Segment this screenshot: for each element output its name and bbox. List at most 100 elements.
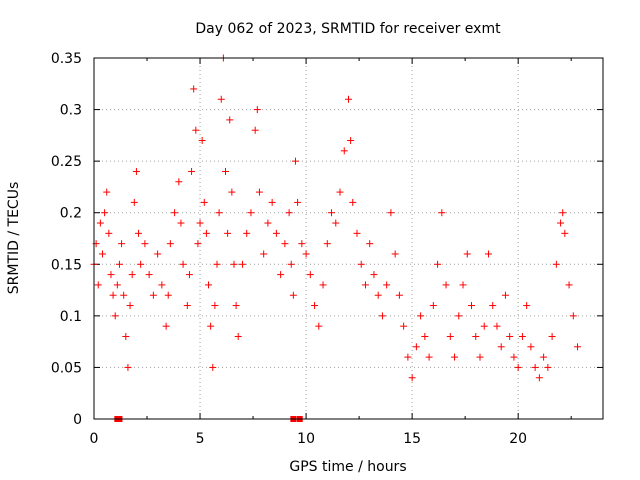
data-point [455, 312, 463, 320]
data-point [128, 271, 136, 279]
data-point [255, 188, 263, 196]
data-point [196, 219, 204, 227]
data-point [340, 147, 348, 155]
data-point [429, 302, 437, 310]
data-point [200, 198, 208, 206]
data-point [213, 260, 221, 268]
data-point [378, 312, 386, 320]
data-point [221, 167, 229, 175]
data-point [166, 240, 174, 248]
data-point [122, 332, 130, 340]
y-tick-label: 0.1 [60, 309, 82, 325]
data-point [476, 353, 484, 361]
data-point [101, 209, 109, 217]
grid [94, 58, 603, 419]
data-point [302, 250, 310, 258]
data-point [349, 198, 357, 206]
data-point [353, 229, 361, 237]
data-point [205, 281, 213, 289]
data-point [425, 353, 433, 361]
data-point [202, 229, 210, 237]
data-point [370, 271, 378, 279]
data-point [215, 209, 223, 217]
data-point [130, 198, 138, 206]
data-point [518, 332, 526, 340]
data-point [154, 250, 162, 258]
data-point [345, 95, 352, 103]
data-point [391, 250, 399, 258]
data-point [281, 240, 289, 248]
data-point [417, 312, 425, 320]
data-point [175, 178, 183, 186]
y-tick-label: 0.25 [51, 154, 82, 170]
data-point [188, 167, 196, 175]
data-point [190, 85, 198, 93]
data-point [574, 343, 582, 351]
data-point [383, 281, 391, 289]
data-point [311, 302, 319, 310]
data-point [289, 291, 297, 299]
data-point [408, 374, 416, 382]
data-point [548, 332, 556, 340]
data-point [234, 332, 242, 340]
data-point [171, 209, 179, 217]
data-point [287, 260, 295, 268]
data-point [535, 374, 543, 382]
data-point [514, 363, 522, 371]
data-point [291, 157, 299, 165]
data-point [243, 229, 251, 237]
data-point [207, 322, 215, 330]
data-point [158, 281, 166, 289]
data-point [226, 116, 234, 124]
x-tick-label: 0 [90, 431, 99, 447]
x-tick-label: 5 [196, 431, 205, 447]
data-point [211, 302, 219, 310]
data-point [357, 260, 365, 268]
data-point [217, 95, 225, 103]
data-point [141, 240, 149, 248]
y-axis-label: SRMTID / TECUs [6, 182, 22, 295]
y-tick-label: 0.35 [51, 51, 82, 67]
data-point [194, 240, 202, 248]
data-point [366, 240, 374, 248]
data-point [565, 281, 573, 289]
data-point [531, 363, 539, 371]
data-point [192, 126, 200, 134]
data-point [294, 198, 302, 206]
data-point [230, 260, 238, 268]
data-point [107, 271, 115, 279]
data-point [559, 209, 567, 217]
data-point [98, 250, 106, 258]
data-point [323, 240, 331, 248]
data-point [96, 219, 104, 227]
data-point [260, 250, 268, 258]
data-point [253, 106, 261, 114]
data-point [105, 229, 113, 237]
x-axis-label: GPS time / hours [289, 459, 406, 475]
data-point [183, 302, 191, 310]
data-point [472, 332, 480, 340]
data-point [451, 353, 459, 361]
y-tick-label: 0.15 [51, 257, 82, 273]
data-point [224, 229, 232, 237]
data-point [177, 219, 185, 227]
data-marks [90, 54, 582, 422]
data-point [510, 353, 518, 361]
data-point [109, 291, 117, 299]
x-tick-label: 15 [403, 431, 421, 447]
data-point [285, 209, 293, 217]
data-point [264, 219, 272, 227]
data-point [387, 209, 395, 217]
data-point [438, 209, 446, 217]
data-point [120, 291, 128, 299]
data-point [115, 260, 123, 268]
data-point [103, 188, 111, 196]
data-point [400, 322, 408, 330]
data-point [468, 302, 476, 310]
data-point [145, 271, 153, 279]
data-point [113, 281, 121, 289]
data-point [527, 343, 535, 351]
data-point [118, 240, 126, 248]
data-point [421, 332, 429, 340]
